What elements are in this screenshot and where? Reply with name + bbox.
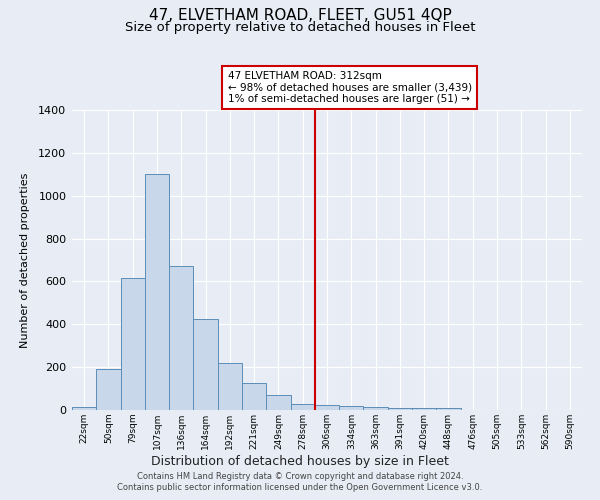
Bar [412, 408, 436, 410]
Bar [121, 278, 145, 410]
Bar [242, 383, 266, 410]
Bar [315, 404, 339, 410]
Bar [193, 319, 218, 410]
Bar [266, 395, 290, 410]
Text: 47 ELVETHAM ROAD: 312sqm
← 98% of detached houses are smaller (3,439)
1% of semi: 47 ELVETHAM ROAD: 312sqm ← 98% of detach… [227, 71, 472, 104]
Bar [436, 408, 461, 410]
Text: Contains public sector information licensed under the Open Government Licence v3: Contains public sector information licen… [118, 484, 482, 492]
Bar [169, 266, 193, 410]
Bar [218, 363, 242, 410]
Text: Size of property relative to detached houses in Fleet: Size of property relative to detached ho… [125, 21, 475, 34]
Text: Contains HM Land Registry data © Crown copyright and database right 2024.: Contains HM Land Registry data © Crown c… [137, 472, 463, 481]
Bar [145, 174, 169, 410]
Bar [290, 404, 315, 410]
Text: Distribution of detached houses by size in Fleet: Distribution of detached houses by size … [151, 455, 449, 468]
Bar [339, 406, 364, 410]
Bar [72, 407, 96, 410]
Text: 47, ELVETHAM ROAD, FLEET, GU51 4QP: 47, ELVETHAM ROAD, FLEET, GU51 4QP [149, 8, 451, 22]
Bar [388, 408, 412, 410]
Bar [96, 370, 121, 410]
Y-axis label: Number of detached properties: Number of detached properties [20, 172, 30, 348]
Bar [364, 407, 388, 410]
